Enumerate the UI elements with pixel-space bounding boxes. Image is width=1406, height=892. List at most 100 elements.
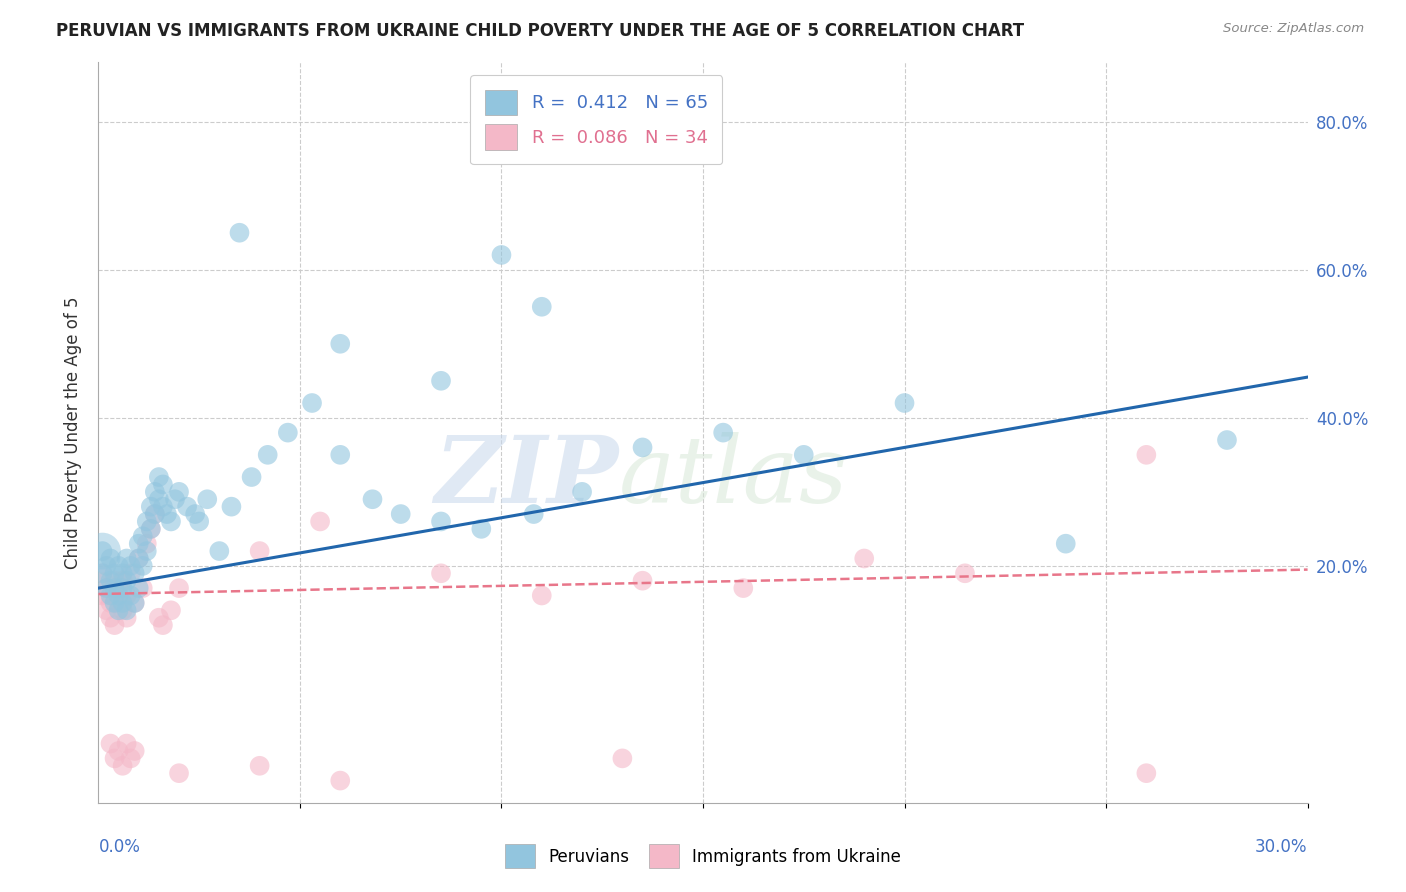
Point (430, 515, 453, 529)
Point (148, 492, 170, 507)
Point (160, 603, 183, 617)
Point (128, 551, 150, 566)
Point (329, 336, 352, 351)
Point (208, 544, 231, 558)
Point (523, 507, 546, 521)
Point (91, 566, 114, 581)
Point (143, 507, 166, 521)
Point (329, 448, 352, 462)
Point (115, 610, 138, 624)
Point (128, 551, 150, 566)
Point (100, 610, 122, 624)
Point (96, 558, 118, 573)
Point (96, 581, 118, 595)
Point (115, 737, 138, 751)
Point (530, 300, 553, 314)
Point (329, 773, 352, 788)
Point (277, 425, 299, 440)
Text: 30.0%: 30.0% (1256, 838, 1308, 855)
Point (100, 551, 122, 566)
Point (100, 737, 122, 751)
Point (167, 581, 190, 595)
Point (100, 589, 122, 603)
Point (163, 492, 186, 507)
Point (631, 574, 654, 588)
Point (111, 566, 134, 581)
Point (111, 603, 134, 617)
Point (107, 596, 129, 610)
Point (491, 248, 513, 262)
Point (124, 596, 146, 610)
Point (1135, 766, 1157, 780)
Point (152, 477, 174, 491)
Point (143, 507, 166, 521)
Point (103, 596, 125, 610)
Point (103, 751, 125, 765)
Point (256, 448, 278, 462)
Point (120, 566, 142, 581)
Point (91, 589, 114, 603)
Point (167, 766, 190, 780)
Point (91, 566, 114, 581)
Point (430, 566, 453, 581)
Point (361, 492, 384, 507)
Point (91, 581, 114, 595)
Text: 0.0%: 0.0% (98, 838, 141, 855)
Point (96, 581, 118, 595)
Text: ZIP: ZIP (434, 432, 619, 522)
Point (221, 500, 243, 514)
Point (100, 574, 122, 588)
Point (152, 500, 174, 514)
Y-axis label: Child Poverty Under the Age of 5: Child Poverty Under the Age of 5 (63, 296, 82, 569)
Point (120, 589, 142, 603)
Point (389, 507, 412, 521)
Point (139, 500, 162, 514)
Point (124, 744, 146, 758)
Point (107, 744, 129, 758)
Text: PERUVIAN VS IMMIGRANTS FROM UKRAINE CHILD POVERTY UNDER THE AGE OF 5 CORRELATION: PERUVIAN VS IMMIGRANTS FROM UKRAINE CHIL… (56, 22, 1025, 40)
Point (711, 425, 734, 440)
Text: Source: ZipAtlas.com: Source: ZipAtlas.com (1223, 22, 1364, 36)
Point (893, 396, 915, 410)
Point (188, 515, 211, 529)
Point (530, 589, 553, 603)
Point (135, 544, 157, 558)
Point (111, 581, 134, 595)
Point (96, 603, 118, 617)
Point (152, 618, 174, 632)
Point (143, 484, 166, 499)
Point (135, 536, 157, 550)
Point (631, 441, 654, 455)
Point (853, 551, 876, 566)
Point (111, 596, 134, 610)
Text: atlas: atlas (619, 432, 848, 522)
Point (1135, 448, 1157, 462)
Point (571, 484, 593, 499)
Point (1054, 536, 1077, 550)
Point (148, 470, 170, 484)
Point (103, 618, 125, 632)
Point (135, 515, 157, 529)
Point (120, 558, 142, 573)
Point (612, 751, 634, 765)
Point (249, 544, 271, 558)
Point (107, 589, 129, 603)
Point (184, 507, 207, 521)
Point (124, 596, 146, 610)
Point (107, 603, 129, 617)
Point (120, 751, 142, 765)
Point (793, 448, 815, 462)
Point (115, 603, 138, 617)
Point (115, 574, 138, 588)
Point (953, 566, 976, 581)
Point (139, 522, 162, 536)
Point (148, 610, 170, 624)
Point (128, 536, 150, 550)
Point (160, 515, 183, 529)
Point (103, 566, 125, 581)
Point (249, 758, 271, 772)
Point (103, 581, 125, 595)
Point (132, 581, 155, 595)
Legend: R =  0.412   N = 65, R =  0.086   N = 34: R = 0.412 N = 65, R = 0.086 N = 34 (470, 75, 723, 164)
Point (111, 574, 134, 588)
